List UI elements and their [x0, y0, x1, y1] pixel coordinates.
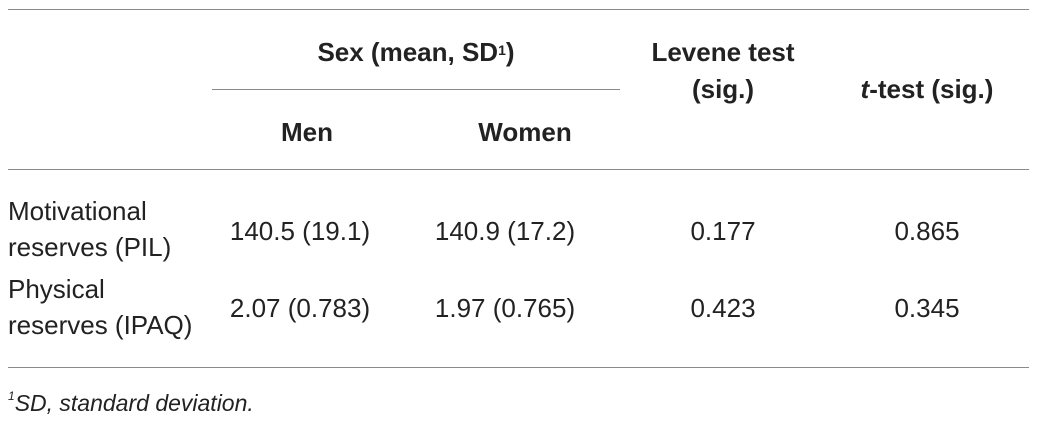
header-levene-line2: (sig.) [691, 74, 755, 104]
row-2-label-line2: reserves (IPAQ) [8, 310, 193, 340]
row-1-women: 140.9 (17.2) [434, 216, 576, 246]
row-2-ttest: 0.345 [894, 293, 960, 323]
header-ttest-italic: t [860, 74, 870, 104]
row-2-levene: 0.423 [690, 293, 756, 323]
header-men: Men [281, 117, 333, 147]
footnote-sup: 1 [8, 389, 15, 403]
top-rule [8, 9, 1029, 10]
row-2-men: 2.07 (0.783) [229, 293, 371, 323]
header-sex-group-text: Sex (mean, SD [317, 37, 499, 67]
header-levene-line1: Levene test [651, 37, 795, 67]
header-bottom-rule [8, 169, 1029, 170]
header-sex-group: Sex (mean, SD1) [317, 37, 514, 67]
row-1-levene: 0.177 [690, 216, 756, 246]
group-rule [212, 89, 620, 90]
header-sex-group-sup: 1 [498, 42, 506, 58]
row-1-ttest: 0.865 [894, 216, 960, 246]
row-2-women: 1.97 (0.765) [434, 293, 576, 323]
footnote: 1SD, standard deviation. [8, 389, 254, 417]
row-2-label-line1: Physical [8, 274, 105, 304]
header-ttest-rest: -test (sig.) [869, 74, 994, 104]
footnote-text: SD, standard deviation. [14, 390, 254, 416]
header-women: Women [478, 117, 572, 147]
row-1-label-line1: Motivational [8, 196, 147, 226]
row-1-label-line2: reserves (PIL) [8, 232, 172, 262]
header-ttest: t-test (sig.) [861, 74, 994, 104]
row-1-men: 140.5 (19.1) [229, 216, 371, 246]
header-sex-group-close: ) [505, 37, 515, 67]
table-bottom-rule [8, 367, 1029, 368]
